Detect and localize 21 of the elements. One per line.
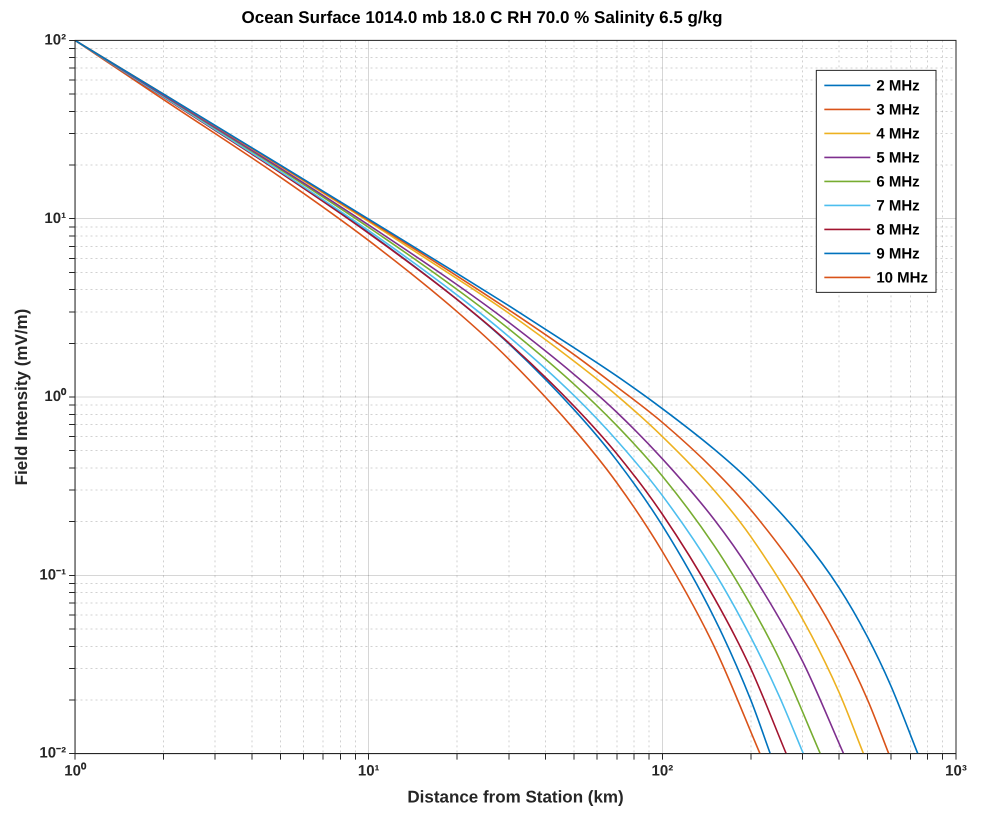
x-tick-label: 10¹ [358, 762, 380, 780]
legend-label: 3 MHz [876, 102, 920, 119]
x-tick-label: 10² [652, 762, 674, 780]
y-axis-title: Field Intensity (mV/m) [12, 308, 31, 486]
y-tick-label: 10¹ [44, 210, 66, 227]
x-tick-label: 10⁰ [64, 762, 87, 780]
legend-label: 8 MHz [876, 222, 920, 239]
y-tick-label: 10⁻¹ [39, 566, 66, 584]
legend-label: 2 MHz [876, 78, 920, 95]
chart-title: Ocean Surface 1014.0 mb 18.0 C RH 70.0 % Salinity 6.5 g/kg [242, 8, 722, 27]
x-tick-label: 10³ [945, 762, 967, 780]
y-tick-label: 10² [44, 32, 66, 49]
y-tick-label: 10⁰ [44, 387, 68, 406]
legend-label: 7 MHz [876, 198, 920, 215]
legend-label: 6 MHz [876, 174, 920, 191]
legend-label: 10 MHz [876, 270, 928, 287]
x-axis-title: Distance from Station (km) [407, 787, 624, 806]
legend-label: 9 MHz [876, 246, 920, 263]
legend-label: 5 MHz [876, 150, 920, 167]
y-tick-label: 10⁻² [39, 744, 66, 762]
legend-label: 4 MHz [876, 126, 920, 143]
